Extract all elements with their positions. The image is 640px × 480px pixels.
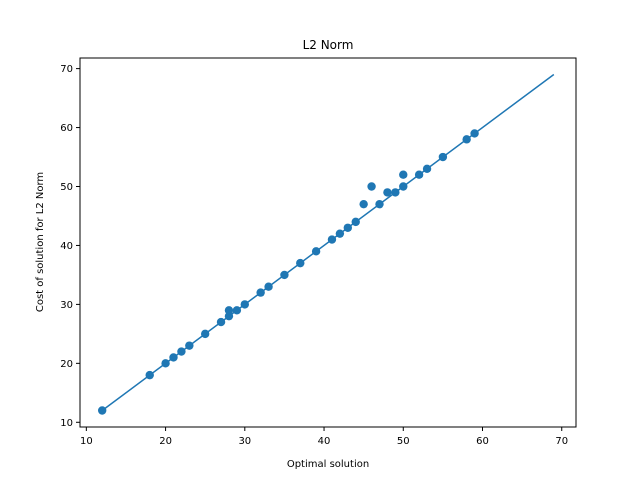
y-axis-label: Cost of solution for L2 Norm xyxy=(35,172,46,312)
x-tick-label: 50 xyxy=(397,436,410,447)
data-point xyxy=(414,170,424,179)
data-point xyxy=(351,217,360,227)
data-point xyxy=(383,188,392,197)
y-axis: 10 20 30 40 50 60 70 xyxy=(60,64,80,429)
x-axis-label: Optimal solution xyxy=(287,459,369,470)
plot-frame xyxy=(79,57,577,428)
plot-area xyxy=(97,73,555,415)
x-tick-label: 70 xyxy=(555,436,568,447)
y-tick-label: 70 xyxy=(60,64,73,75)
data-point xyxy=(399,170,408,179)
y-tick-label: 20 xyxy=(60,359,73,370)
data-point xyxy=(169,353,178,362)
data-point xyxy=(185,341,194,350)
x-tick-label: 60 xyxy=(476,436,489,447)
data-point xyxy=(177,347,186,356)
data-point xyxy=(264,282,273,291)
y-tick-label: 30 xyxy=(60,300,73,311)
y-tick-label: 10 xyxy=(60,418,73,429)
data-point xyxy=(391,188,400,197)
data-point xyxy=(224,306,234,315)
x-tick-label: 40 xyxy=(318,436,331,447)
y-tick-label: 50 xyxy=(60,182,73,193)
x-axis: 10 20 30 40 50 60 70 xyxy=(80,427,568,447)
data-point xyxy=(161,359,170,368)
data-point xyxy=(367,182,376,191)
data-point xyxy=(200,329,210,339)
data-point xyxy=(296,258,305,268)
data-point xyxy=(422,164,432,174)
data-point xyxy=(145,370,154,380)
data-point xyxy=(232,306,242,315)
x-tick-label: 20 xyxy=(159,436,172,447)
data-point xyxy=(97,406,107,415)
data-point xyxy=(240,300,250,309)
data-point xyxy=(359,199,368,209)
data-point xyxy=(399,182,408,191)
data-point xyxy=(470,129,479,138)
data-point xyxy=(462,135,471,144)
x-tick-label: 10 xyxy=(80,436,93,447)
trend-line xyxy=(101,73,555,412)
data-point xyxy=(311,247,321,256)
x-tick-label: 30 xyxy=(238,436,251,447)
y-tick-label: 40 xyxy=(60,241,73,252)
data-point xyxy=(280,270,289,280)
chart-title: L2 Norm xyxy=(303,38,354,52)
y-tick-label: 60 xyxy=(60,123,73,134)
data-point xyxy=(256,288,265,297)
data-point xyxy=(438,152,448,162)
data-point xyxy=(335,229,345,238)
data-point xyxy=(327,235,337,244)
data-point xyxy=(343,223,353,232)
data-point xyxy=(375,199,384,209)
data-point xyxy=(224,311,234,321)
data-point xyxy=(216,317,226,327)
